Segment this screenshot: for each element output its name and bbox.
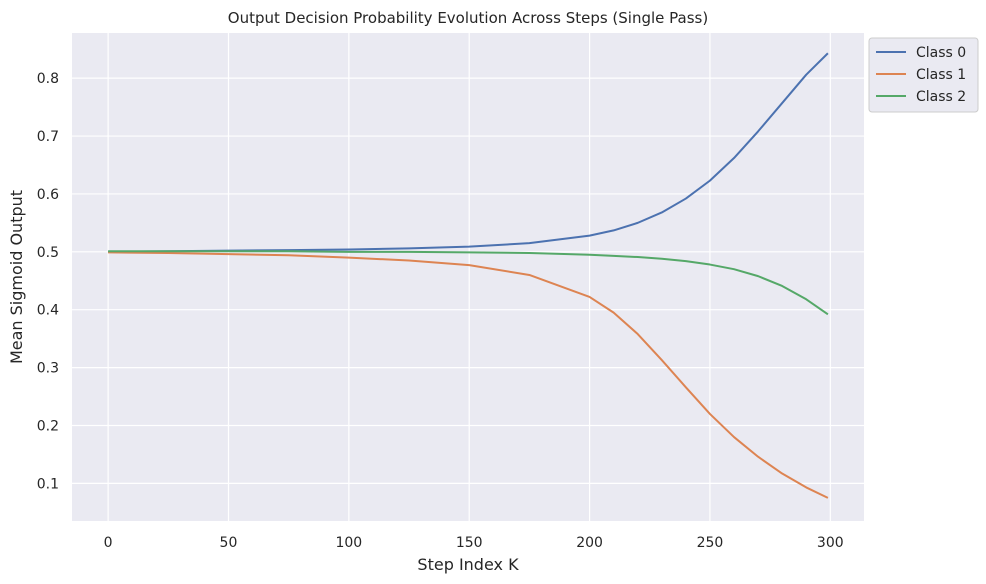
legend-items: Class 0 Class 1 Class 2 bbox=[876, 45, 966, 105]
y-tick-label: 0.5 bbox=[37, 245, 59, 261]
x-axis-label: Step Index K bbox=[417, 555, 519, 574]
x-tick-label: 0 bbox=[104, 535, 113, 551]
legend-label: Class 1 bbox=[916, 67, 966, 83]
series-line-class-2 bbox=[108, 250, 829, 316]
y-tick-label: 0.6 bbox=[37, 187, 59, 203]
series-line-class-1 bbox=[108, 251, 829, 499]
y-tick-label: 0.7 bbox=[37, 129, 59, 145]
series-group bbox=[108, 52, 829, 499]
x-tick-label: 100 bbox=[335, 535, 362, 551]
x-tick-label: 200 bbox=[576, 535, 603, 551]
plot-background bbox=[72, 33, 864, 521]
legend: Class 0 Class 1 Class 2 bbox=[868, 37, 979, 113]
x-tick-label: 50 bbox=[220, 535, 238, 551]
y-tick-label: 0.4 bbox=[37, 303, 59, 319]
y-axis-label: Mean Sigmoid Output bbox=[7, 190, 26, 364]
x-tick-label: 300 bbox=[817, 535, 844, 551]
y-tick-label: 0.1 bbox=[37, 476, 59, 492]
y-tick-label: 0.8 bbox=[37, 71, 59, 87]
x-tick-label: 150 bbox=[456, 535, 483, 551]
legend-label: Class 0 bbox=[916, 45, 966, 61]
tick-labels: 0 50 100 150 200 250 300 0.1 0.2 0.3 0.4 0.5 0.6 0.7 0… bbox=[37, 71, 844, 551]
y-tick-label: 0.2 bbox=[37, 418, 59, 434]
y-tick-label: 0.3 bbox=[37, 361, 59, 377]
chart-title: Output Decision Probability Evolution Ac… bbox=[228, 9, 708, 27]
x-tick-label: 250 bbox=[697, 535, 724, 551]
legend-box bbox=[868, 37, 979, 113]
legend-label: Class 2 bbox=[916, 89, 966, 105]
series-line-class-0 bbox=[108, 52, 829, 253]
